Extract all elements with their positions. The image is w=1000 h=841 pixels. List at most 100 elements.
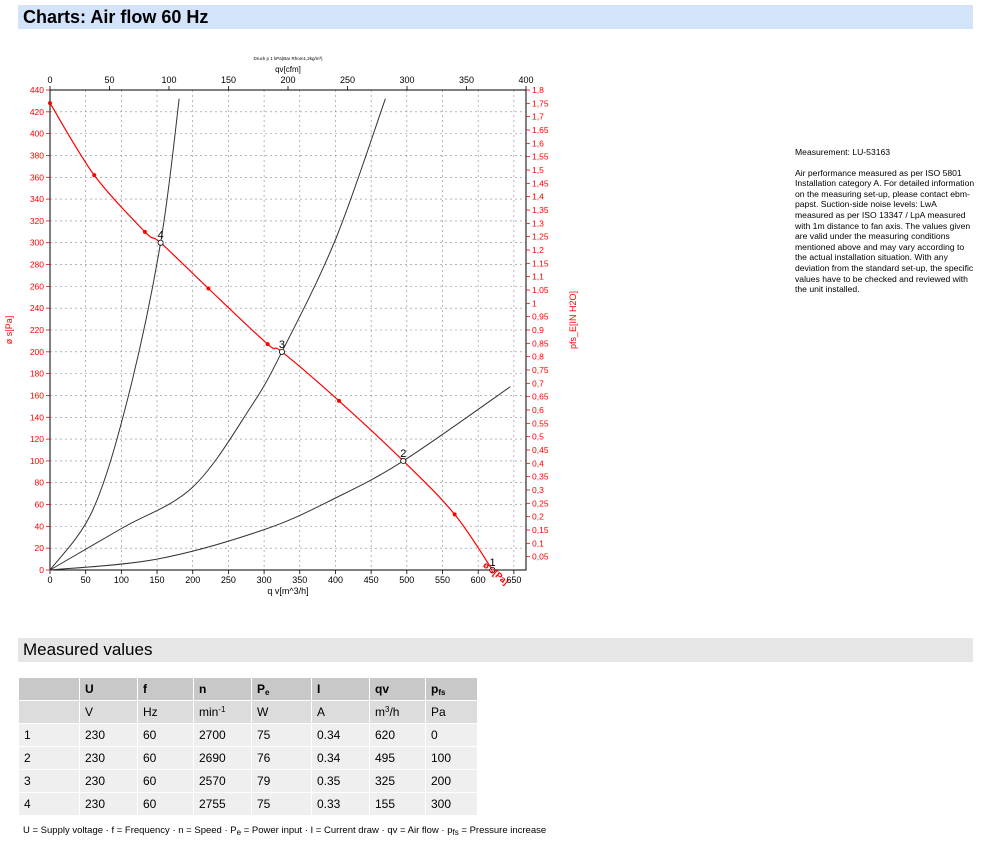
x-bottom-tick-label: 550 <box>435 575 450 585</box>
table-cell: 60 <box>137 746 194 770</box>
y-left-axis-label: ø s[Pa] <box>4 316 14 345</box>
column-unit: m3/h <box>369 700 426 724</box>
x-top-tick-label: 250 <box>340 75 355 85</box>
operating-point-label: 4 <box>158 230 164 242</box>
y-right-tick-label: 1,1 <box>532 272 544 282</box>
y-right-tick-label: 1,45 <box>532 178 549 188</box>
table-cell: 60 <box>137 792 194 816</box>
x-top-tick-label: 300 <box>399 75 414 85</box>
table-cell: 155 <box>369 792 426 816</box>
y-right-tick-label: 0,75 <box>532 365 549 375</box>
x-top-tick-label: 200 <box>280 75 295 85</box>
x-bottom-tick-label: 350 <box>292 575 307 585</box>
table-row: 1 230 60 2700 75 0.34 620 0 <box>18 723 478 747</box>
table-cell: 3 <box>18 769 80 793</box>
column-header: pfs <box>425 677 478 701</box>
column-header: qv <box>369 677 426 701</box>
y-left-tick-label: 260 <box>30 281 44 291</box>
y-left-tick-label: 40 <box>35 521 45 531</box>
y-left-tick-label: 340 <box>30 194 44 204</box>
table-cell: 0.33 <box>311 792 370 816</box>
table-cell: 495 <box>369 746 426 770</box>
table-cell: 2700 <box>193 723 252 747</box>
y-right-tick-label: 1,55 <box>532 152 549 162</box>
table-cell: 325 <box>369 769 426 793</box>
table-cell: 300 <box>425 792 478 816</box>
y-left-tick-label: 80 <box>35 478 45 488</box>
column-unit: A <box>311 700 370 724</box>
y-left-tick-label: 200 <box>30 347 44 357</box>
operating-point <box>157 239 164 246</box>
column-unit: Pa <box>425 700 478 724</box>
table-cell: 60 <box>137 723 194 747</box>
y-right-tick-label: 1,2 <box>532 245 544 255</box>
operating-point <box>400 457 407 464</box>
x-top-tick-label: 50 <box>104 75 114 85</box>
y-right-tick-label: 0,3 <box>532 485 544 495</box>
page-title: Charts: Air flow 60 Hz <box>23 7 209 27</box>
y-left-tick-label: 0 <box>39 565 44 575</box>
air-flow-chart: 0 50 100 150 200 250 300 350 400 450 500 550 600 650q… <box>4 56 578 596</box>
table-cell: 75 <box>251 723 312 747</box>
x-bottom-tick-label: 100 <box>114 575 129 585</box>
column-unit: V <box>79 700 138 724</box>
y-right-tick-label: 0,05 <box>532 552 549 562</box>
y-right-tick-label: 0,15 <box>532 525 549 535</box>
y-right-tick-label: 0,8 <box>532 352 544 362</box>
table-row: 4 230 60 2755 75 0.33 155 300 <box>18 792 478 816</box>
y-right-tick-label: 0,5 <box>532 432 544 442</box>
y-left-tick-label: 280 <box>30 260 44 270</box>
column-unit: min-1 <box>193 700 252 724</box>
table-cell: 0.34 <box>311 746 370 770</box>
y-right-tick-label: 0,6 <box>532 405 544 415</box>
y-right-tick-label: 1,05 <box>532 285 549 295</box>
y-right-tick-label: 1 <box>532 298 537 308</box>
y-left-tick-label: 380 <box>30 150 44 160</box>
fan-curve-point <box>265 342 270 347</box>
y-left-tick-label: 160 <box>30 390 44 400</box>
y-left-tick-label: 180 <box>30 369 44 379</box>
y-right-tick-label: 1,7 <box>532 112 544 122</box>
x-bottom-axis-label: q v[m^3/h] <box>267 586 308 596</box>
y-left-tick-label: 100 <box>30 456 44 466</box>
table-cell: 230 <box>79 746 138 770</box>
y-left-tick-label: 440 <box>30 85 44 95</box>
measurement-info: Measurement: LU-53163 Air performance me… <box>795 147 975 305</box>
fan-curve-point <box>48 101 52 106</box>
x-top-tick-label: 0 <box>47 75 52 85</box>
y-left-tick-label: 320 <box>30 216 44 226</box>
column-header: f <box>137 677 194 701</box>
column-header: n <box>193 677 252 701</box>
table-cell: 2755 <box>193 792 252 816</box>
x-top-tick-label: 400 <box>518 75 533 85</box>
y-right-tick-label: 1,3 <box>532 218 544 228</box>
column-header: I <box>311 677 370 701</box>
y-right-tick-label: 0,45 <box>532 445 549 455</box>
table-row: 3 230 60 2570 79 0.35 325 200 <box>18 769 478 793</box>
y-right-tick-label: 0,95 <box>532 312 549 322</box>
table-cell: 0.35 <box>311 769 370 793</box>
y-right-tick-label: 0,35 <box>532 472 549 482</box>
x-top-tick-label: 150 <box>221 75 236 85</box>
table-cell: 230 <box>79 769 138 793</box>
y-right-tick-label: 0,7 <box>532 378 544 388</box>
column-unit: W <box>251 700 312 724</box>
chart-caption: Druck p 1 kPa(Bar Rhom1,2kg/m³) <box>253 56 323 61</box>
measurement-description: Air performance measured as per ISO 5801… <box>795 167 975 295</box>
operating-point-label: 3 <box>279 339 285 351</box>
y-right-axis-label: pfs_E[IN H2O] <box>568 291 578 349</box>
x-top-axis-label: qv[cfm] <box>275 65 301 74</box>
y-right-tick-label: 1,25 <box>532 232 549 242</box>
x-top-tick-label: 350 <box>459 75 474 85</box>
y-right-tick-label: 0,9 <box>532 325 544 335</box>
x-bottom-tick-label: 400 <box>328 575 343 585</box>
table-cell: 620 <box>369 723 426 747</box>
y-left-tick-label: 20 <box>35 543 45 553</box>
measured-values-header: Measured values <box>18 638 973 662</box>
fan-curve-point <box>92 173 97 178</box>
y-right-tick-label: 0,55 <box>532 418 549 428</box>
y-right-tick-label: 1,5 <box>532 165 544 175</box>
column-header: Pe <box>251 677 312 701</box>
table-cell: 60 <box>137 769 194 793</box>
